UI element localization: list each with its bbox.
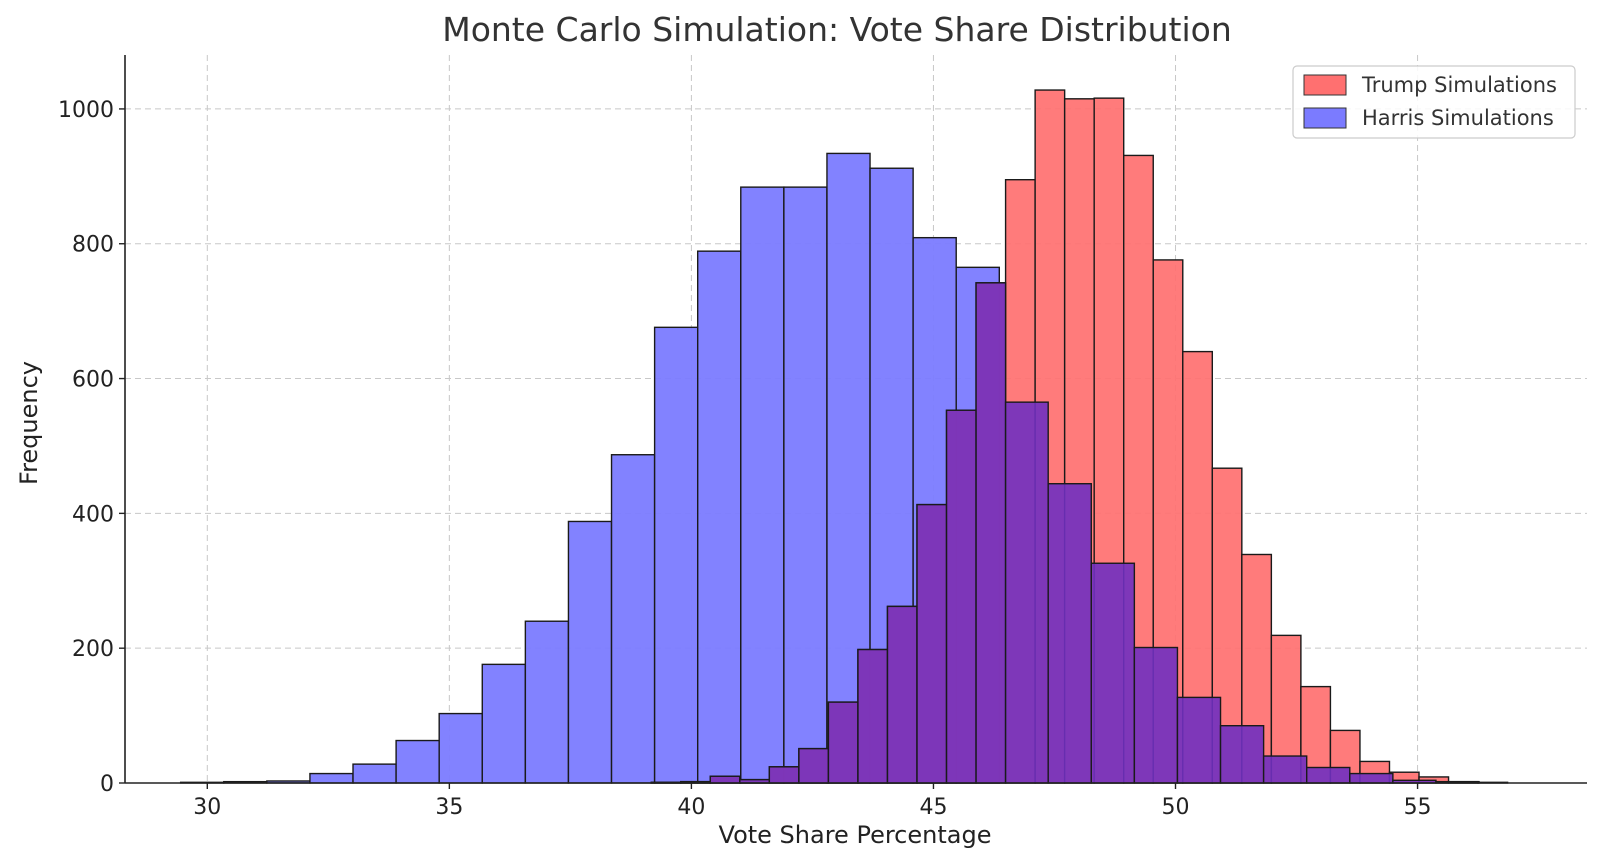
y-tick-label: 800 [72,233,114,258]
overlap-bar [857,648,889,784]
harris-simulations-bar [740,186,785,784]
overlap-bar [975,282,1007,784]
x-tick-label: 35 [435,795,463,820]
harris-simulations-bar [696,250,742,784]
x-tick-label: 55 [1404,795,1432,820]
harris-simulations-bar [395,739,440,784]
harris-simulations-bar [352,763,397,784]
harris-simulations-bar [438,712,483,784]
overlap-bar [768,766,800,784]
overlap-bar [1133,646,1179,784]
legend-frame [1292,65,1576,139]
y-tick-label: 400 [72,502,114,527]
x-tick-label: 40 [677,795,705,820]
harris-simulations-bar [481,663,527,784]
overlap-bar [1306,766,1351,784]
overlap-bar [1176,696,1222,784]
overlap-bar [709,775,741,784]
y-axis-label: Frequency [15,361,43,485]
overlap-bar [1090,562,1136,784]
overlap-bar [1004,401,1049,784]
overlap-bar [1047,483,1092,784]
x-axis-label: Vote Share Percentage [719,821,992,849]
harris-simulations-bar [309,772,354,784]
x-tick-label: 30 [193,795,221,820]
chart-title: Monte Carlo Simulation: Vote Share Distr… [442,10,1232,49]
axes: 30 35 40 45 50 55 0 200 400 600 800 1000 [58,55,1587,820]
overlap-bar [827,701,859,784]
y-tick-label: 200 [72,637,114,662]
overlap-bar [798,747,830,784]
legend: Trump Simulations Harris Simulations [1292,65,1576,139]
x-tick-label: 50 [1162,795,1190,820]
legend-swatch-harris [1303,107,1347,129]
overlap-bar [1349,772,1394,784]
harris-simulations-bar [524,620,570,784]
legend-label-trump: Trump Simulations [1361,73,1557,97]
harris-simulations-bar [610,454,656,784]
y-tick-label: 600 [72,368,114,393]
overlap-bar [1262,755,1308,784]
legend-swatch-trump [1303,74,1347,96]
overlap-bar [916,503,948,784]
harris-simulations-bar [567,520,613,784]
overlap-bar [886,605,918,784]
y-tick-label: 1000 [58,98,114,123]
overlap-bar [945,409,977,784]
harris-simulations-bar [653,326,699,784]
harris-simulations-bar [783,186,828,784]
bars [179,89,1509,784]
legend-label-harris: Harris Simulations [1362,106,1554,130]
overlap-bar [1219,725,1265,784]
y-tick-label: 0 [100,772,114,797]
x-tick-label: 45 [919,795,947,820]
